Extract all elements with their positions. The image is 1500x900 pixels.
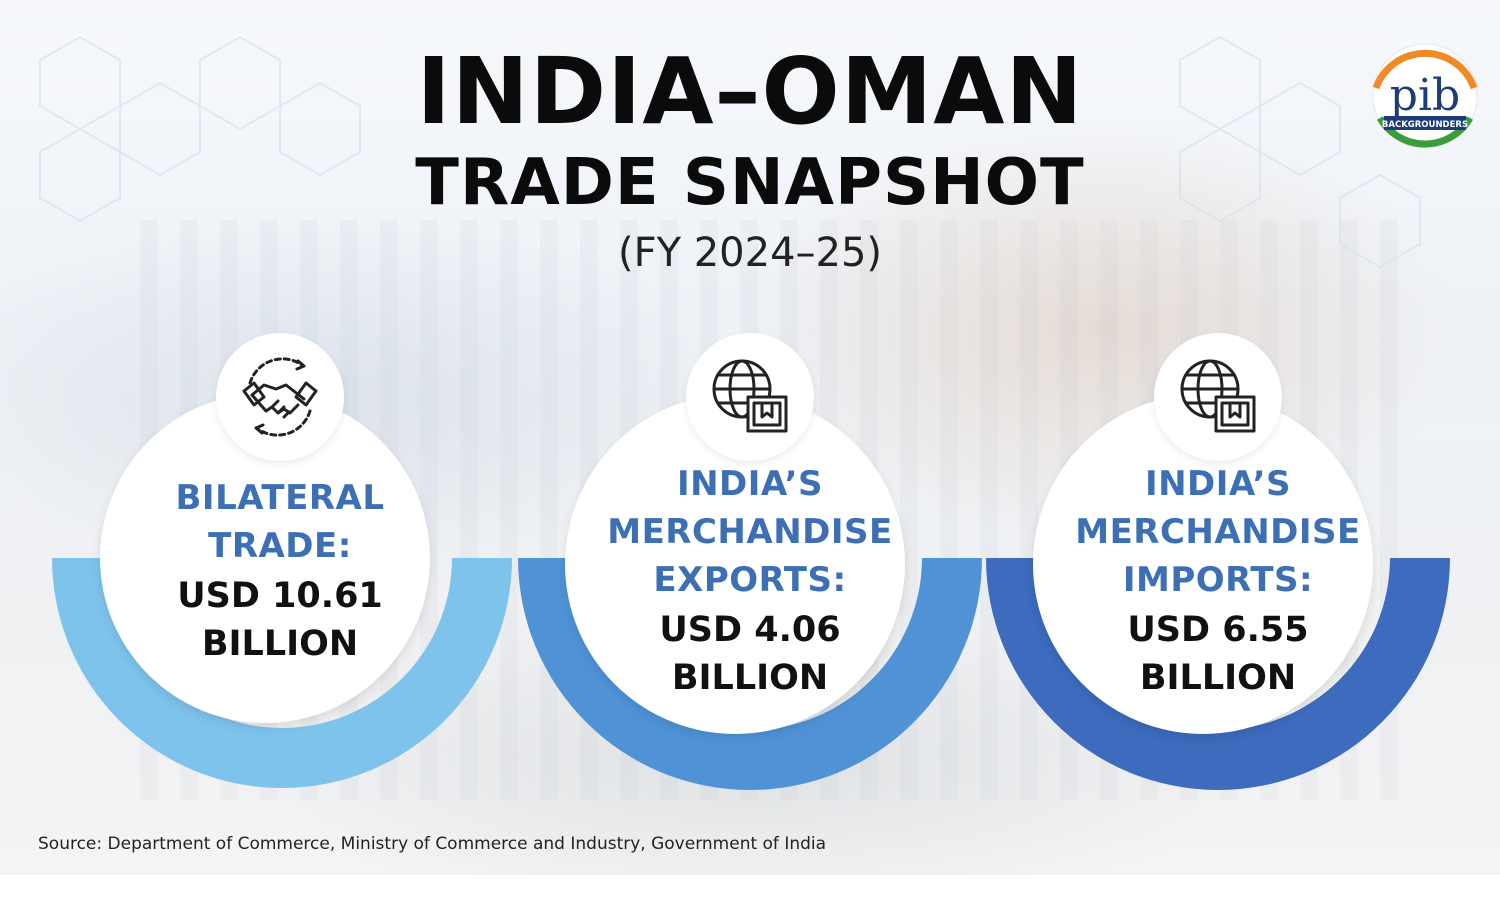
page-title: INDIA–OMAN	[416, 38, 1084, 145]
page-title-line2: TRADE SNAPSHOT	[415, 146, 1085, 220]
card-label-line: MERCHANDISE	[607, 512, 893, 552]
card-value-line: BILLION	[201, 624, 359, 664]
card-label-line: MERCHANDISE	[1075, 512, 1361, 552]
handshake-icon	[242, 357, 318, 437]
card-label-line: INDIA’S	[676, 464, 824, 504]
globe-export-icon	[712, 359, 788, 433]
card-value-line: BILLION	[671, 658, 829, 698]
card-ring	[52, 558, 512, 788]
card-label-line: TRADE:	[208, 526, 352, 566]
card-value-line: USD 10.61	[177, 576, 383, 616]
fiscal-year-subtitle: (FY 2024–25)	[617, 230, 883, 276]
card-merchandise-imports: INDIA’S MERCHANDISE IMPORTS: USD 6.55 BI…	[978, 330, 1458, 810]
card-icon-badge	[216, 333, 344, 461]
card-label-line: IMPORTS:	[1122, 560, 1314, 600]
card-bilateral-trade: BILATERAL TRADE: USD 10.61 BILLION	[40, 330, 520, 810]
card-label: INDIA’S MERCHANDISE EXPORTS:	[590, 460, 910, 604]
pib-logo-text: pib	[1390, 70, 1460, 121]
pib-logo-tagline: BACKGROUNDERS	[1382, 120, 1468, 130]
card-value-line: USD 4.06	[659, 610, 841, 650]
card-label-line: BILATERAL	[175, 478, 385, 518]
pib-logo: pib BACKGROUNDERS	[1362, 38, 1488, 150]
card-value-line: USD 6.55	[1127, 610, 1309, 650]
card-label-line: EXPORTS:	[653, 560, 847, 600]
card-label: BILATERAL TRADE:	[130, 474, 430, 570]
card-ring	[986, 558, 1450, 790]
card-value: USD 6.55 BILLION	[1058, 606, 1378, 702]
card-value: USD 10.61 BILLION	[130, 572, 430, 668]
source-note: Source: Department of Commerce, Ministry…	[38, 834, 827, 854]
pib-logo-icon: pib BACKGROUNDERS	[1372, 43, 1478, 149]
card-label: INDIA’S MERCHANDISE IMPORTS:	[1058, 460, 1378, 604]
card-value: USD 4.06 BILLION	[590, 606, 910, 702]
card-merchandise-exports: INDIA’S MERCHANDISE EXPORTS: USD 4.06 BI…	[510, 330, 990, 810]
bottom-band	[0, 875, 1500, 900]
card-ring	[518, 558, 982, 790]
card-label-line: INDIA’S	[1144, 464, 1292, 504]
card-icon-badge	[1154, 333, 1282, 461]
card-icon-badge	[686, 333, 814, 461]
globe-import-icon	[1180, 359, 1256, 433]
card-value-line: BILLION	[1139, 658, 1297, 698]
